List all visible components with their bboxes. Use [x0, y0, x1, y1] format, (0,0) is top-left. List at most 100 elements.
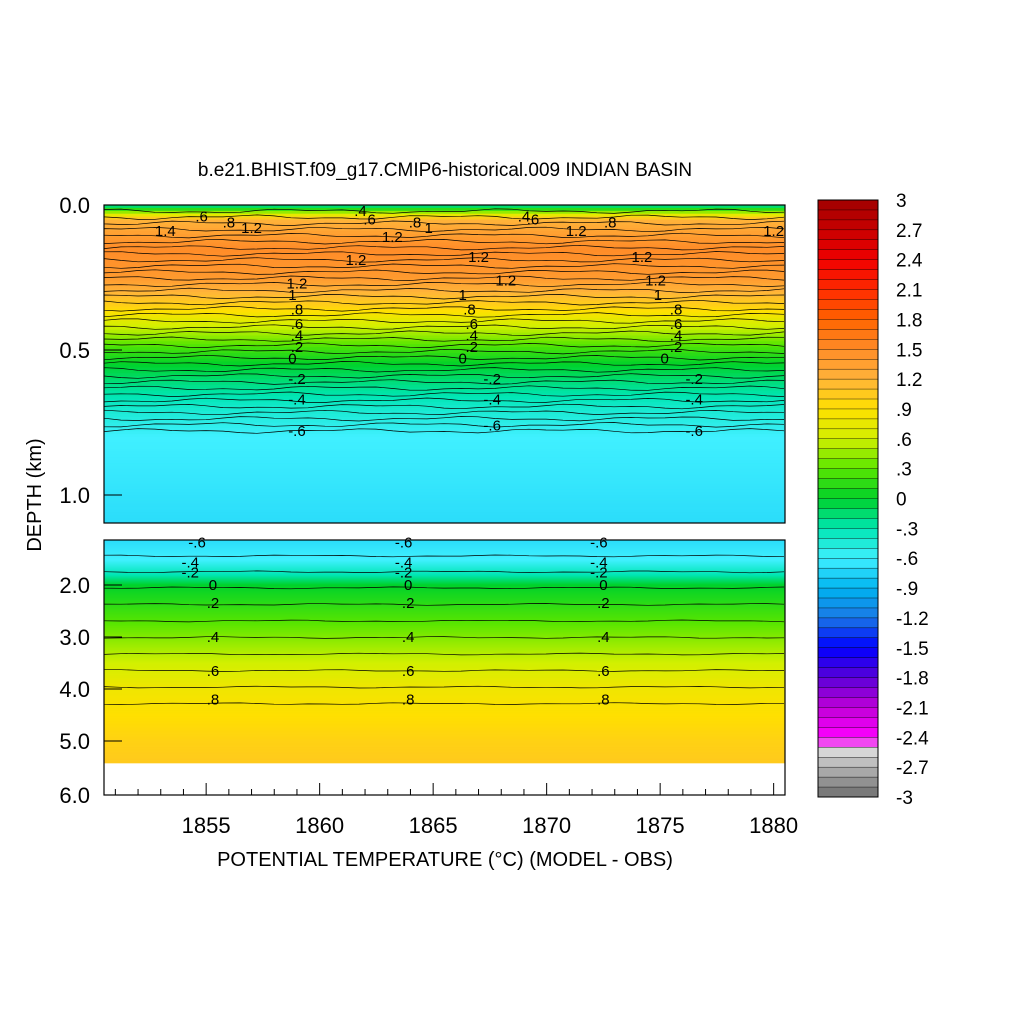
contour-label: .4	[207, 629, 220, 646]
fill-band	[104, 562, 785, 564]
lower-panel-fill	[104, 540, 785, 764]
colorbar-box	[817, 697, 879, 708]
fill-band	[104, 326, 785, 331]
fill-band	[104, 350, 785, 354]
fill-band	[104, 544, 785, 546]
fill-band	[104, 762, 785, 764]
fill-band	[104, 274, 785, 279]
fill-band	[104, 704, 785, 707]
fill-band	[104, 699, 785, 702]
fill-band	[104, 680, 785, 683]
fill-band	[104, 451, 785, 455]
x-tick-label: 1870	[522, 813, 571, 838]
colorbar-box	[817, 558, 879, 569]
fill-band	[104, 419, 785, 424]
fill-band	[104, 379, 785, 383]
fill-band	[104, 471, 785, 476]
contour-label: .4	[291, 328, 304, 345]
fill-band	[104, 542, 785, 544]
fill-band	[104, 585, 785, 587]
y-axis: 0.0 0.5 1.0 2.0 3.0 4.0 5.0 6.0	[59, 193, 122, 808]
fill-band	[104, 323, 785, 328]
x-tick-label: 1860	[295, 813, 344, 838]
fill-band	[104, 757, 785, 759]
fill-band	[104, 677, 785, 680]
colorbar-box	[817, 229, 879, 241]
contour-line	[104, 287, 785, 294]
contour-label: -.2	[182, 565, 200, 582]
chart-title: b.e21.BHIST.f09_g17.CMIP6-historical.009…	[198, 160, 692, 181]
fill-band	[104, 557, 785, 559]
contour-line	[104, 570, 785, 574]
fill-band	[104, 598, 785, 601]
contour-line	[104, 299, 785, 306]
colorbar-label: -2.7	[896, 758, 929, 779]
y-tick-label: 3.0	[59, 625, 90, 650]
fill-band	[104, 746, 785, 749]
fill-band	[104, 497, 785, 502]
fill-band	[104, 701, 785, 704]
fill-band	[104, 725, 785, 728]
fill-band	[104, 592, 785, 594]
contour-line	[104, 354, 785, 361]
fill-band	[104, 575, 785, 577]
fill-band	[104, 611, 785, 613]
fill-band	[104, 684, 785, 687]
fill-band	[104, 309, 785, 313]
x-axis: 1855 1860 1865 1870 1875 1880	[114, 783, 798, 838]
fill-band	[104, 637, 785, 639]
fill-band	[104, 512, 785, 516]
fill-band	[104, 656, 785, 659]
y-tick-label: 2.0	[59, 573, 90, 598]
contour-label: -.6	[288, 423, 306, 440]
colorbar-box	[817, 647, 879, 659]
fill-band	[104, 642, 785, 644]
fill-band	[104, 600, 785, 603]
colorbar-box	[817, 757, 879, 768]
fill-band	[104, 731, 785, 734]
contour-label: 1.2	[763, 223, 784, 240]
fill-band	[104, 697, 785, 699]
colorbar-label: 1.5	[896, 340, 922, 361]
upper-panel-frame	[103, 204, 786, 524]
fill-band	[104, 741, 785, 743]
fill-band	[104, 657, 785, 660]
x-tick-label: 1865	[409, 813, 458, 838]
contour-label: -.6	[483, 417, 501, 434]
fill-band	[104, 567, 785, 569]
fill-band	[104, 620, 785, 622]
colorbar-box	[817, 458, 879, 470]
colorbar-box	[817, 677, 879, 689]
contour-label: -.2	[288, 371, 306, 388]
fill-band	[104, 707, 785, 710]
fill-band	[104, 733, 785, 736]
colorbar-box	[817, 398, 879, 410]
fill-band	[104, 694, 785, 696]
contour-label: .6	[670, 316, 683, 333]
fill-band	[104, 638, 785, 640]
fill-band	[104, 361, 785, 366]
contour-line	[104, 385, 785, 391]
fill-band	[104, 248, 785, 252]
fill-band	[104, 425, 785, 429]
fill-band	[104, 728, 785, 731]
contour-label: .2	[291, 339, 304, 356]
fill-band	[104, 613, 785, 615]
colorbar-box	[817, 339, 879, 350]
contour-label: 1	[288, 287, 296, 304]
contour-label: .6	[363, 212, 376, 229]
fill-band	[104, 624, 785, 627]
fill-band	[104, 747, 785, 750]
contour-label: -.2	[395, 565, 413, 582]
fill-band	[104, 347, 785, 351]
fill-band	[104, 750, 785, 753]
colorbar-box	[817, 418, 879, 430]
fill-band	[104, 509, 785, 513]
fill-band	[104, 540, 785, 542]
fill-band	[104, 751, 785, 754]
colorbar-box	[817, 368, 879, 380]
fill-band	[104, 742, 785, 744]
fill-band	[104, 577, 785, 579]
colorbar: 3 2.7 2.4 2.1 1.8 1.5 1.2 .9 .6 .3 0 -.3 -.6 -.9 -1.2 -…	[817, 191, 929, 809]
contour-label: 1.2	[495, 272, 516, 289]
